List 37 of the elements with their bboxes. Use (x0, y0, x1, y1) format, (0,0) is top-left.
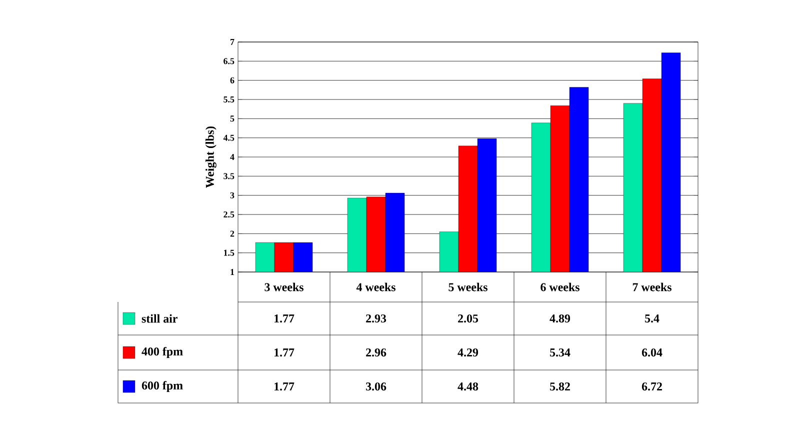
y-tick-label: 3 (230, 192, 234, 198)
x-tick-label: 7 weeks (632, 282, 672, 292)
data-label: 2.05 (458, 314, 478, 323)
data-label: 1.77 (274, 348, 294, 357)
data-label: 1.77 (274, 382, 294, 391)
y-tick-label: 3.5 (224, 173, 234, 180)
y-tick-label: 1 (230, 269, 234, 275)
data-label: 5.34 (550, 348, 570, 357)
y-tick-label: 1.5 (224, 250, 234, 256)
data-label: 5.82 (550, 382, 570, 391)
data-label: 3.06 (366, 382, 386, 391)
data-label: 5.4 (645, 314, 660, 323)
legend-label: 400 fpm (142, 347, 183, 358)
data-label: 4.89 (550, 314, 570, 323)
y-tick-label: 4.5 (223, 134, 234, 141)
y-tick-label: 5 (230, 116, 234, 122)
y-tick-label: 2.5 (224, 211, 234, 218)
y-tick-label: 5.5 (224, 96, 234, 102)
legend-label: 600 fpm (142, 381, 183, 392)
y-tick-label: 2 (230, 230, 234, 237)
x-tick-label: 4 weeks (356, 282, 396, 292)
data-label: 6.04 (642, 348, 662, 357)
y-tick-label: 6 (230, 77, 234, 84)
x-tick-label: 6 weeks (540, 282, 580, 292)
data-label: 2.96 (366, 348, 386, 357)
y-axis-title: Weight (lbs) (206, 126, 216, 188)
x-tick-label: 3 weeks (264, 282, 304, 292)
data-label: 2.93 (366, 314, 386, 323)
legend-label: still air (142, 314, 178, 323)
y-tick-label: 7 (230, 39, 234, 45)
data-label: 1.77 (274, 314, 294, 323)
data-label: 4.29 (458, 348, 478, 357)
y-tick-label: 6.5 (224, 58, 234, 64)
data-label: 4.48 (458, 382, 478, 391)
y-tick-label: 4 (230, 154, 234, 160)
x-tick-label: 5 weeks (448, 282, 488, 292)
data-label: 6.72 (642, 382, 662, 391)
